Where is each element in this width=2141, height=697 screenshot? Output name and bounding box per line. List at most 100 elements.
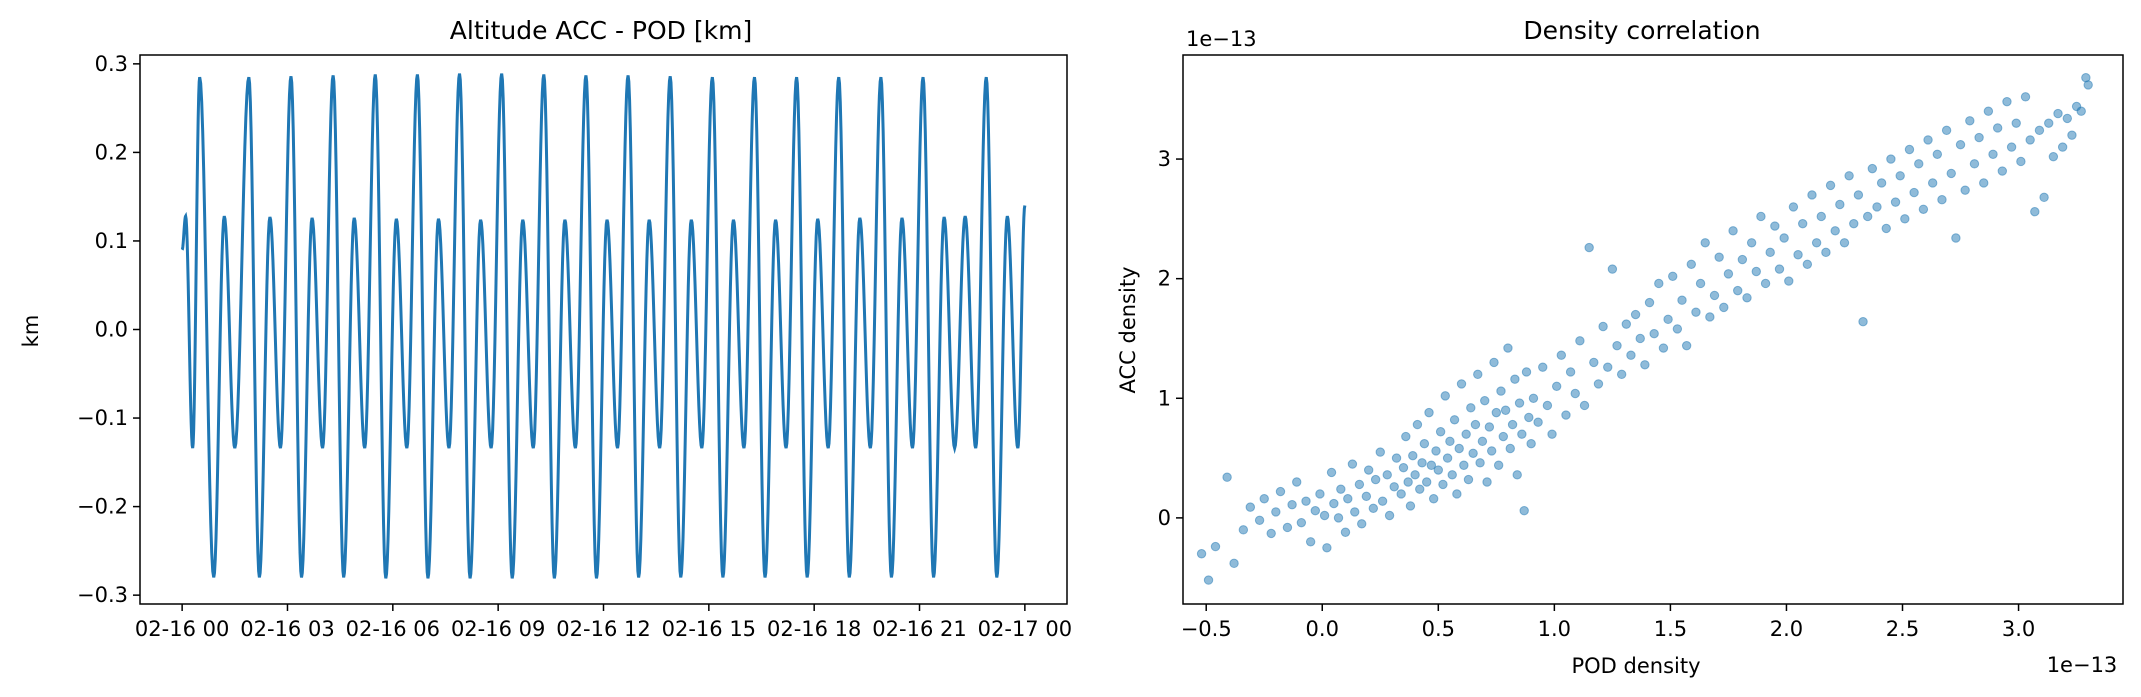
density-scatter-point: [1517, 429, 1527, 439]
density-scatter-point: [2083, 80, 2093, 90]
density-scatter-point: [1419, 439, 1430, 449]
density-scatter-point: [1890, 197, 1901, 207]
density-scatter-point: [1412, 419, 1423, 430]
density-scatter-point: [1442, 453, 1453, 463]
density-scatter-point: [1807, 190, 1817, 200]
density-scatter-point: [1709, 290, 1720, 301]
density-scatter-point: [1951, 233, 1961, 243]
density-scatter-point: [1424, 407, 1434, 418]
density-scatter-point: [1438, 479, 1448, 490]
density-scatter-point: [1793, 250, 1803, 260]
altitude-x-tick-label: 02-16 21: [872, 617, 966, 641]
altitude-y-tick-label: 0.3: [95, 52, 128, 76]
density-scatter-point: [1635, 333, 1645, 344]
density-scatter-point: [2048, 151, 2059, 162]
density-scatter-point: [1354, 479, 1365, 490]
density-scatter-point: [1440, 391, 1450, 401]
density-scatter-point: [1292, 477, 1302, 487]
density-scatter-point: [1719, 302, 1729, 313]
density-scatter-point: [1238, 525, 1249, 535]
density-scatter-point: [1491, 407, 1502, 418]
density-scatter-point: [1862, 211, 1873, 222]
density-scatter-point: [1579, 400, 1590, 411]
density-scatter-point: [1475, 458, 1485, 468]
density-scatter-point: [2011, 118, 2021, 128]
density-scatter-point: [1498, 431, 1509, 442]
density-scatter-point: [1287, 500, 1297, 510]
density-scatter-point: [1565, 367, 1576, 377]
density-scatter-point: [1756, 211, 1766, 222]
altitude-ticks: 02-16 00 02-16 03 02-16 06 02-16 09 02-16 12…: [77, 52, 1072, 641]
density-scatter-point: [1686, 259, 1697, 270]
altitude-y-axis-label: km: [19, 315, 43, 348]
density-scatter-point: [1551, 381, 1562, 392]
density-scatter-point: [1974, 132, 1984, 143]
density-scatter-point: [1821, 247, 1831, 258]
density-scatter-point: [1396, 489, 1406, 499]
density-scatter-point: [2006, 142, 2017, 152]
density-scatter-point: [1733, 285, 1743, 296]
density-scatter-point: [1538, 362, 1548, 372]
altitude-x-tick-label: 02-16 12: [556, 617, 650, 641]
density-scatter-point: [1802, 259, 1813, 270]
density-scatter-point: [1630, 309, 1641, 320]
density-scatter-point: [1377, 496, 1388, 506]
density-scatter-point: [1547, 429, 1557, 439]
density-scatter-point: [1384, 510, 1395, 521]
density-y-tick-label: 3: [1158, 147, 1171, 171]
density-scatter-point: [2044, 118, 2054, 128]
density-scatter-point: [1853, 190, 1864, 200]
density-scatter-point: [1447, 470, 1457, 480]
density-scatter-point: [1997, 166, 2008, 176]
density-scatter-point: [1203, 575, 1214, 585]
altitude-x-tick-label: 02-16 00: [135, 617, 229, 641]
density-scatter-point: [2039, 192, 2049, 203]
density-scatter-point: [1445, 436, 1455, 447]
density-scatter-point: [1477, 436, 1488, 447]
density-scatter-point: [1816, 211, 1826, 222]
density-scatter-point: [1329, 498, 1339, 509]
density-scatter-point: [1695, 278, 1706, 289]
density-scatter-point: [1259, 494, 1269, 504]
density-chart: Density correlation 1e−13 1e−13 POD dens…: [1116, 16, 2124, 678]
density-scatter-point: [1417, 458, 1427, 468]
density-scatter-point: [1700, 238, 1710, 248]
density-scatter-point: [1811, 238, 1822, 248]
density-scatter-point: [2053, 108, 2063, 119]
density-scatter-point: [1389, 482, 1399, 492]
density-x-tick-label: 3.0: [2002, 617, 2035, 641]
altitude-x-tick-label: 02-17 00: [978, 617, 1072, 641]
density-scatter-point: [1640, 360, 1650, 370]
density-scatter-point: [1904, 144, 1915, 155]
density-scatter-point: [1941, 125, 1952, 136]
density-scatter-point: [1672, 324, 1683, 334]
density-scatter-point: [1714, 252, 1724, 262]
density-x-tick-label: 2.0: [1770, 617, 1803, 641]
density-scatter-point: [1542, 400, 1553, 411]
density-scatter-point: [1575, 336, 1585, 346]
density-scatter-point: [1770, 221, 1780, 231]
altitude-chart: Altitude ACC - POD [km] km 02-16 00 02-16…: [19, 16, 1072, 641]
density-scatter-point: [1526, 439, 1536, 449]
altitude-x-tick-label: 02-16 09: [451, 617, 545, 641]
density-chart-title: Density correlation: [1523, 16, 1760, 45]
density-scatter-point: [1649, 328, 1659, 339]
density-points: [1196, 73, 2093, 585]
density-scatter-point: [1370, 474, 1381, 485]
density-scatter-point: [1835, 199, 1845, 210]
density-scatter-point: [1723, 269, 1734, 279]
density-scatter-point: [1932, 149, 1943, 159]
density-scatter-point: [1900, 214, 1910, 224]
density-plot-frame: [1182, 54, 2124, 605]
density-scatter-point: [1484, 422, 1495, 432]
density-scatter-point: [1512, 470, 1522, 480]
density-scatter-point: [1310, 506, 1321, 516]
density-scatter-point: [1895, 171, 1905, 181]
density-scatter-point: [1375, 447, 1385, 457]
density-scatter-point: [1403, 477, 1413, 487]
density-scatter-point: [1774, 264, 1785, 274]
density-scatter-point: [1266, 528, 1276, 539]
altitude-x-tick-label: 02-16 15: [662, 617, 756, 641]
density-scatter-point: [1881, 223, 1891, 234]
density-scatter-point: [1876, 178, 1887, 188]
